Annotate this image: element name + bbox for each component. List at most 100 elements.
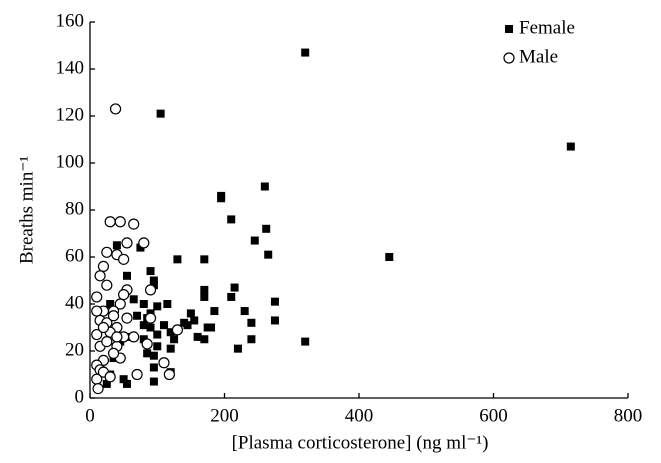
point — [128, 331, 140, 343]
point — [119, 375, 128, 384]
point — [97, 260, 110, 272]
point — [158, 357, 170, 369]
point — [230, 283, 239, 292]
point — [301, 337, 310, 346]
point — [385, 253, 394, 261]
point — [227, 292, 236, 301]
y-tick-label: 140 — [56, 57, 85, 78]
y-axis-label: Breaths min⁻¹ — [16, 156, 37, 264]
point — [233, 344, 242, 353]
point — [92, 383, 104, 395]
point — [190, 316, 199, 325]
point — [121, 237, 133, 249]
point — [114, 298, 126, 310]
point — [143, 349, 152, 358]
point — [227, 215, 236, 224]
point — [153, 342, 162, 351]
point — [116, 337, 125, 346]
point — [301, 48, 310, 57]
y-tick-label: 160 — [56, 10, 85, 31]
point — [122, 379, 131, 388]
point — [101, 246, 113, 258]
point — [144, 312, 157, 324]
point — [200, 292, 209, 301]
point — [210, 307, 219, 316]
point — [264, 250, 273, 259]
y-tick-label: 20 — [65, 339, 84, 360]
point — [97, 321, 110, 334]
point — [91, 291, 103, 303]
point — [141, 338, 153, 350]
point — [193, 332, 202, 341]
point — [91, 373, 103, 385]
point — [133, 311, 142, 320]
point — [270, 316, 279, 325]
point — [122, 271, 131, 280]
point — [101, 336, 113, 348]
x-tick-label: 600 — [479, 405, 508, 426]
point — [153, 302, 162, 311]
point — [217, 194, 226, 203]
legend-label: Female — [519, 17, 575, 38]
point — [166, 328, 175, 337]
point — [200, 255, 209, 264]
point — [131, 368, 143, 381]
point — [118, 289, 130, 301]
point — [186, 309, 195, 318]
point — [149, 377, 158, 386]
point — [149, 363, 158, 372]
point — [260, 182, 269, 191]
point — [107, 310, 120, 322]
point — [247, 335, 256, 344]
point — [173, 255, 182, 264]
point — [139, 300, 148, 308]
point — [250, 236, 259, 245]
y-tick-label: 0 — [75, 386, 85, 407]
point — [138, 237, 150, 249]
x-axis-label: [Plasma corticosterone] (ng ml⁻¹) — [232, 432, 489, 453]
point — [139, 321, 148, 330]
point — [144, 284, 157, 296]
point — [200, 285, 209, 294]
point — [104, 371, 116, 383]
y-tick-label: 40 — [65, 292, 84, 313]
point — [247, 318, 256, 327]
point — [129, 295, 138, 304]
point — [149, 281, 158, 290]
point — [146, 323, 155, 332]
point — [159, 321, 168, 330]
point — [166, 344, 175, 353]
y-tick-label: 100 — [56, 151, 85, 172]
point — [118, 253, 130, 265]
legend-label: Male — [519, 46, 558, 67]
point — [270, 297, 279, 306]
point — [102, 379, 111, 388]
point — [566, 142, 575, 151]
point — [112, 241, 121, 250]
x-tick-label: 0 — [85, 405, 95, 426]
point — [156, 109, 165, 118]
x-tick-label: 400 — [345, 405, 374, 426]
point — [163, 300, 172, 308]
legend-marker — [503, 52, 515, 64]
x-tick-label: 800 — [614, 405, 643, 426]
legend-marker — [505, 25, 513, 33]
point — [170, 335, 179, 344]
point — [106, 300, 115, 308]
point — [111, 331, 123, 343]
point — [262, 224, 271, 233]
point — [149, 276, 158, 285]
point — [163, 368, 175, 381]
y-tick-label: 80 — [65, 198, 84, 219]
point — [101, 279, 113, 291]
point — [128, 218, 140, 230]
point — [171, 324, 184, 336]
point — [121, 312, 133, 324]
y-tick-label: 120 — [56, 104, 85, 125]
point — [91, 328, 103, 341]
point — [114, 216, 126, 228]
point — [91, 305, 103, 317]
point — [146, 267, 155, 276]
point — [109, 103, 122, 115]
